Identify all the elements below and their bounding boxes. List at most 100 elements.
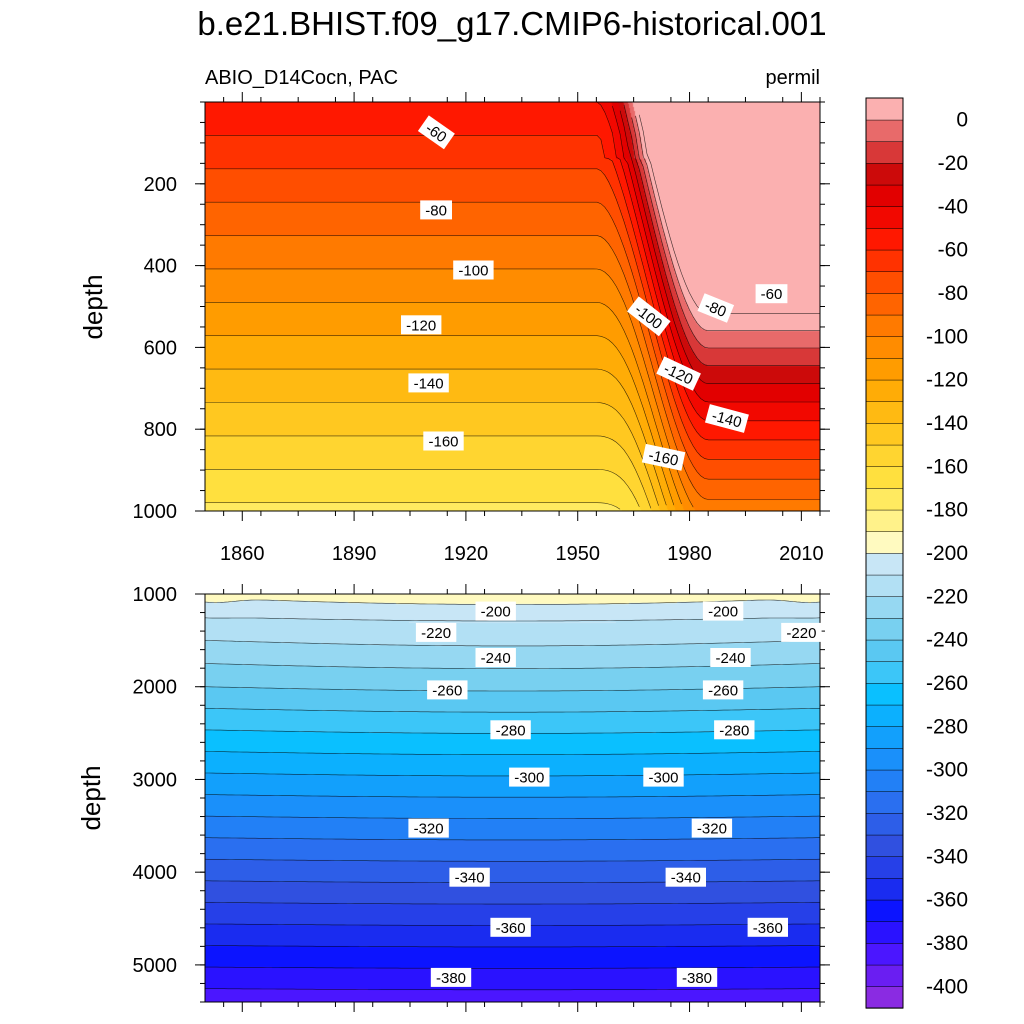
- upper-panel-y-ticks: [195, 101, 830, 512]
- lower-panel-contour-label-text: -320: [697, 821, 727, 838]
- lower-panel-contour-label-box: [691, 818, 733, 838]
- colorbar-swatch: [865, 552, 904, 576]
- colorbar-swatch: [865, 921, 904, 944]
- colorbar-label: -320: [926, 802, 968, 825]
- lower-panel-contour-label: -260: [427, 680, 468, 700]
- lower-panel-contour-label-box: [430, 967, 472, 987]
- colorbar-label: -20: [938, 152, 968, 175]
- lower-panel-contour-label-box: [490, 720, 531, 740]
- lower-panel-y-tick-label: 4000: [133, 862, 178, 884]
- lower-panel-contour-label: -260: [702, 680, 744, 700]
- colorbar-swatch: [865, 292, 904, 316]
- lower-panel-contour-label-text: -340: [455, 870, 485, 887]
- colorbar-label: -220: [926, 585, 968, 608]
- colorbar-swatch: [865, 596, 904, 619]
- upper-panel-contour-line: [205, 502, 621, 510]
- lower-panel-contour-label-box: [665, 867, 706, 887]
- lower-panel-contour-label-text: -340: [671, 870, 701, 887]
- upper-panel-contour-line: [205, 168, 820, 460]
- lower-panel-y-tick-label: 5000: [133, 955, 178, 977]
- lower-panel-contour-label: -360: [747, 917, 788, 937]
- colorbar-label: 0: [956, 109, 968, 132]
- upper-panel-contour-label: -100: [453, 260, 494, 280]
- lower-panel-contour-line: [205, 880, 820, 883]
- upper-panel-contour-line: [205, 201, 820, 480]
- colorbar-swatch: [865, 747, 904, 771]
- colorbar-swatch: [865, 336, 904, 359]
- colorbar-frame: [865, 97, 904, 1009]
- variable-label: ABIO_D14Cocn, PAC: [205, 67, 398, 89]
- upper-panel-y-tick-label: 600: [144, 337, 177, 359]
- lower-panel-contour-label: -240: [710, 648, 751, 667]
- upper-panel-y-tick-label: 200: [144, 174, 177, 196]
- lower-panel-contour-line: [205, 837, 820, 841]
- lower-panel-contour-line: [205, 945, 820, 948]
- x-tick-label: 1890: [332, 543, 377, 565]
- x-tick-label: 2010: [779, 543, 824, 565]
- colorbar-swatch: [865, 986, 904, 1009]
- lower-panel-y-ticks: [195, 593, 830, 1003]
- lower-panel-contour-label-text: -300: [648, 770, 678, 787]
- x-tick-label: 1950: [555, 543, 600, 565]
- units-label: permil: [766, 67, 820, 89]
- colorbar-label: -140: [926, 412, 968, 435]
- x-tick-label: 1980: [667, 543, 712, 565]
- lower-panel-contour-label-box: [747, 917, 788, 937]
- colorbar-swatch: [865, 856, 904, 879]
- lower-panel-contour-label: -240: [475, 648, 516, 667]
- lower-panel-contour-label-text: -280: [719, 722, 749, 739]
- upper-panel-contour-label-box: [641, 443, 686, 471]
- x-tick-label: 1920: [444, 543, 489, 565]
- lower-panel-contour-label-box: [714, 720, 755, 740]
- lower-ylabel: depth: [76, 765, 106, 830]
- lower-panel-contour-label-box: [781, 622, 822, 642]
- lower-panel-contour-line: [205, 794, 820, 798]
- upper-panel-contour-label-text: -120: [406, 317, 436, 334]
- lower-panel-contour-label: -320: [691, 818, 733, 838]
- lower-panel-x-ticks: [223, 584, 821, 1012]
- upper-panel-contour-label: -140: [704, 404, 749, 433]
- colorbar-swatch: [865, 422, 904, 446]
- lower-panel-contour-label-text: -380: [436, 970, 466, 987]
- colorbar-swatch: [865, 769, 904, 792]
- lower-panel-contour-label-box: [475, 601, 516, 621]
- upper-panel-contour-label-box: [423, 431, 464, 451]
- lower-panel-contour-label-text: -320: [414, 821, 444, 838]
- upper-panel-contour-line: [635, 115, 820, 331]
- colorbar-swatch: [865, 704, 904, 727]
- lower-panel-contour-line: [205, 708, 820, 713]
- colorbar-swatch: [865, 97, 904, 121]
- lower-panel-contour-line: [205, 966, 820, 969]
- lower-panel-contour-label: -200: [475, 601, 516, 621]
- upper-panel-contour-line: [623, 104, 820, 366]
- upper-panel-contour-label-text: -80: [702, 297, 728, 321]
- upper-panel-contour-line: [612, 105, 820, 403]
- upper-panel-contour-line: [619, 110, 820, 384]
- lower-panel-contour-line: [205, 815, 820, 819]
- lower-panel-contour-labels: -200 -200 -220 -220 -240 -240 -260 -260 -280 -280…: [408, 601, 822, 987]
- upper-panel-contour-label-box: [627, 296, 671, 337]
- lower-panel-y-tick-label: 3000: [133, 769, 178, 791]
- colorbar-swatch: [865, 639, 904, 662]
- upper-panel-contour-label-box: [656, 356, 701, 391]
- colorbar-label: -60: [938, 239, 968, 262]
- lower-panel-contour-label-box: [490, 917, 531, 937]
- upper-panel-contour-label-text: -60: [761, 286, 783, 303]
- upper-panel-contour-label-text: -80: [425, 202, 447, 219]
- colorbar-swatch: [865, 119, 904, 142]
- lower-panel-contour-label-box: [408, 818, 449, 838]
- upper-panel-y-tick-label: 400: [144, 256, 177, 278]
- colorbar-label: -280: [926, 715, 968, 738]
- lower-panel-contour-line: [205, 988, 820, 991]
- upper-panel-y-axis: 200 400 600 800 1000: [133, 101, 830, 523]
- colorbar-label: -160: [926, 455, 968, 478]
- lower-panel-contour-label: -300: [509, 767, 550, 787]
- colorbar-swatch: [865, 726, 904, 749]
- lower-panel-contour-line: [205, 751, 820, 755]
- lower-panel-contour-label: -380: [430, 967, 472, 987]
- lower-panel-contour-label: -360: [490, 917, 531, 937]
- colorbar-swatch: [865, 379, 904, 402]
- colorbar-label: -40: [938, 195, 968, 218]
- upper-panel-contour-label-box: [697, 293, 735, 323]
